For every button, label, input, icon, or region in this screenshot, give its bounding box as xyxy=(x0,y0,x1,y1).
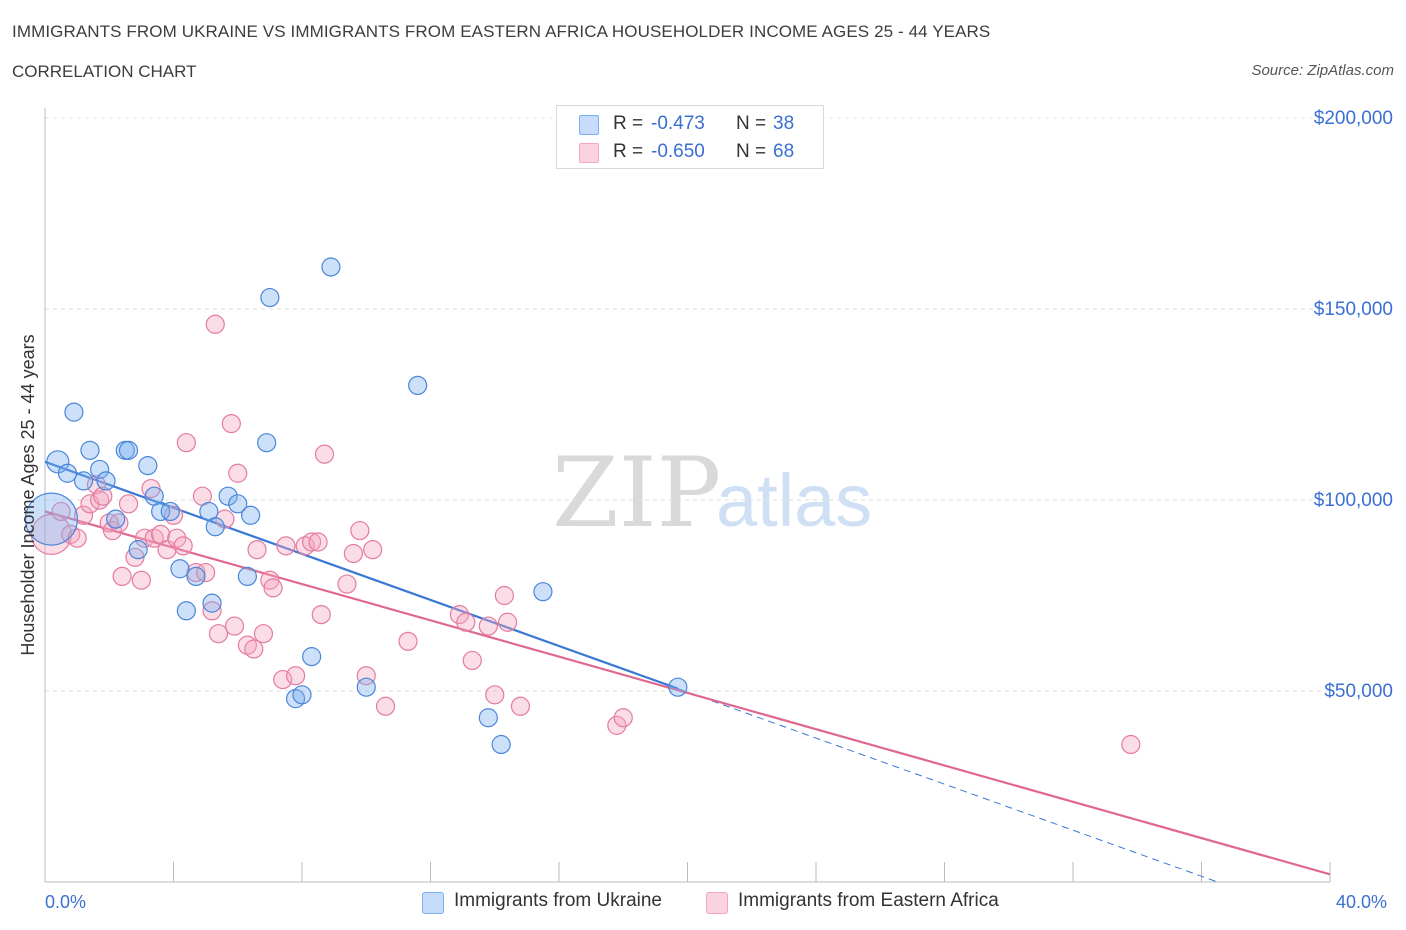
point-eastern-africa-42 xyxy=(277,537,295,555)
point-eastern-africa-46 xyxy=(309,533,327,551)
r-label: R = xyxy=(613,141,643,163)
point-ukraine-35 xyxy=(492,735,510,753)
y-tick-label-1: $100,000 xyxy=(1314,490,1393,511)
point-ukraine-31 xyxy=(322,258,340,276)
point-eastern-africa-61 xyxy=(495,587,513,605)
point-ukraine-25 xyxy=(242,506,260,524)
point-eastern-africa-50 xyxy=(344,544,362,562)
r-label: R = xyxy=(613,113,643,135)
point-ukraine-33 xyxy=(409,376,427,394)
x-axis-min-label: 0.0% xyxy=(45,892,86,913)
y-tick-label-3: $200,000 xyxy=(1314,108,1393,129)
point-eastern-africa-33 xyxy=(226,617,244,635)
point-eastern-africa-23 xyxy=(174,537,192,555)
y-tick-label-0: $50,000 xyxy=(1324,681,1393,702)
point-eastern-africa-54 xyxy=(377,697,395,715)
point-ukraine-12 xyxy=(139,457,157,475)
eastern-africa-swatch xyxy=(579,143,599,163)
ukraine-legend-swatch xyxy=(422,892,444,914)
point-eastern-africa-37 xyxy=(248,541,266,559)
point-eastern-africa-60 xyxy=(486,686,504,704)
point-eastern-africa-65 xyxy=(614,709,632,727)
ukraine-swatch xyxy=(579,115,599,135)
r-value: -0.473 xyxy=(651,113,705,135)
point-eastern-africa-29 xyxy=(206,315,224,333)
point-eastern-africa-53 xyxy=(364,541,382,559)
n-label: N = xyxy=(736,141,766,163)
point-ukraine-3 xyxy=(65,403,83,421)
point-ukraine-34 xyxy=(479,709,497,727)
point-ukraine-16 xyxy=(171,560,189,578)
point-eastern-africa-48 xyxy=(315,445,333,463)
point-ukraine-11 xyxy=(129,541,147,559)
point-ukraine-18 xyxy=(187,567,205,585)
point-eastern-africa-32 xyxy=(222,415,240,433)
point-ukraine-21 xyxy=(206,518,224,536)
point-eastern-africa-63 xyxy=(511,697,529,715)
point-eastern-africa-66 xyxy=(1122,735,1140,753)
watermark-zip: ZIP xyxy=(552,437,721,549)
point-eastern-africa-12 xyxy=(113,567,131,585)
eastern-africa-legend-label: Immigrants from Eastern Africa xyxy=(738,890,999,912)
n-value: 68 xyxy=(773,141,794,163)
point-ukraine-8 xyxy=(107,510,125,528)
trend-ukraine-extension xyxy=(678,689,1218,882)
point-eastern-africa-55 xyxy=(399,632,417,650)
point-ukraine-30 xyxy=(303,648,321,666)
point-ukraine-36 xyxy=(534,583,552,601)
y-tick-label-2: $150,000 xyxy=(1314,299,1393,320)
point-ukraine-5 xyxy=(81,441,99,459)
point-ukraine-32 xyxy=(357,678,375,696)
x-axis-max-label: 40.0% xyxy=(1336,892,1387,913)
r-value: -0.650 xyxy=(651,141,705,163)
n-value: 38 xyxy=(773,113,794,135)
point-eastern-africa-43 xyxy=(287,667,305,685)
point-eastern-africa-13 xyxy=(120,495,138,513)
point-eastern-africa-40 xyxy=(264,579,282,597)
point-ukraine-24 xyxy=(238,567,256,585)
point-eastern-africa-59 xyxy=(479,617,497,635)
point-eastern-africa-51 xyxy=(351,522,369,540)
point-eastern-africa-24 xyxy=(177,434,195,452)
point-ukraine-10 xyxy=(120,441,138,459)
point-ukraine-17 xyxy=(177,602,195,620)
watermark: ZIP atlas xyxy=(552,437,872,549)
point-ukraine-4 xyxy=(75,472,93,490)
point-eastern-africa-57 xyxy=(457,613,475,631)
point-eastern-africa-30 xyxy=(209,625,227,643)
point-eastern-africa-47 xyxy=(312,606,330,624)
point-eastern-africa-34 xyxy=(229,464,247,482)
point-eastern-africa-15 xyxy=(132,571,150,589)
point-eastern-africa-49 xyxy=(338,575,356,593)
point-ukraine-2 xyxy=(58,464,76,482)
eastern-africa-legend-swatch xyxy=(706,892,728,914)
point-eastern-africa-62 xyxy=(499,613,517,631)
point-ukraine-15 xyxy=(161,502,179,520)
point-ukraine-7 xyxy=(97,472,115,490)
y-tick-labels: $50,000 $100,000 $150,000 $200,000 xyxy=(1314,108,1393,702)
trend-eastern-africa xyxy=(45,511,1330,874)
point-eastern-africa-38 xyxy=(254,625,272,643)
point-eastern-africa-58 xyxy=(463,651,481,669)
ukraine-legend-label: Immigrants from Ukraine xyxy=(454,890,662,912)
point-ukraine-26 xyxy=(258,434,276,452)
point-ukraine-29 xyxy=(293,686,311,704)
correlation-legend: R = -0.473 N = 38 R = -0.650 N = 68 xyxy=(556,105,824,169)
point-ukraine-37 xyxy=(669,678,687,696)
point-ukraine-20 xyxy=(203,594,221,612)
point-ukraine-27 xyxy=(261,289,279,307)
y-axis-label: Householder Income Ages 25 - 44 years xyxy=(18,334,38,655)
grid-lines xyxy=(45,118,1330,691)
n-label: N = xyxy=(736,113,766,135)
